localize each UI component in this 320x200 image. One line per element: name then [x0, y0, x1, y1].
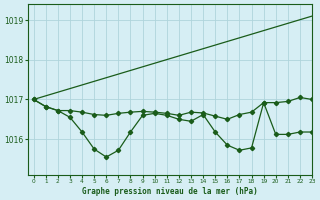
X-axis label: Graphe pression niveau de la mer (hPa): Graphe pression niveau de la mer (hPa)	[82, 187, 258, 196]
